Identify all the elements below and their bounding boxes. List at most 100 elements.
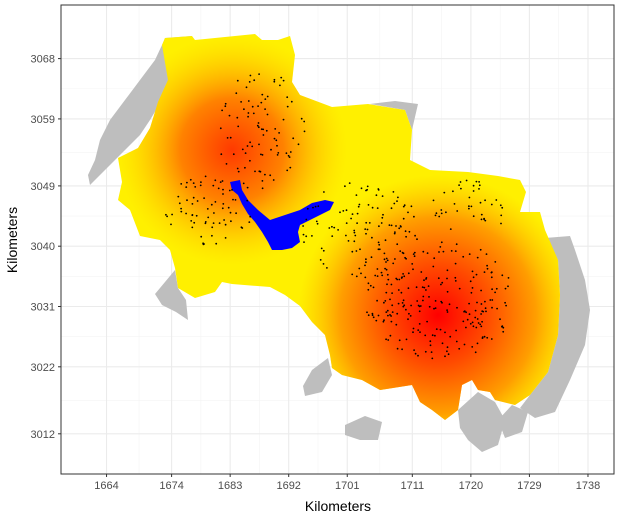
event-point: [494, 291, 496, 294]
event-point: [385, 261, 387, 263]
event-point: [440, 212, 443, 215]
event-point: [314, 205, 317, 208]
event-point: [442, 250, 445, 253]
event-point: [270, 148, 272, 151]
event-point: [494, 261, 497, 263]
event-point: [371, 314, 374, 317]
event-point: [433, 307, 435, 310]
event-point: [405, 235, 407, 238]
event-point: [391, 311, 394, 313]
event-point: [244, 152, 247, 155]
event-point: [402, 217, 405, 220]
event-point: [351, 273, 354, 276]
event-point: [413, 349, 415, 351]
event-point: [203, 197, 206, 200]
x-tick-label: 1683: [218, 480, 242, 492]
event-point: [471, 346, 474, 348]
event-point: [505, 304, 507, 307]
event-point: [479, 248, 482, 251]
event-point: [243, 108, 245, 111]
event-point: [264, 108, 266, 110]
event-point: [481, 336, 484, 339]
event-point: [286, 105, 289, 108]
event-point: [463, 343, 466, 346]
event-point: [282, 79, 285, 82]
event-point: [393, 202, 396, 205]
event-point: [235, 92, 238, 95]
event-point: [502, 326, 505, 329]
event-point: [285, 152, 288, 155]
event-point: [257, 122, 260, 124]
event-point: [446, 350, 448, 353]
event-point: [476, 318, 479, 320]
event-point: [190, 220, 193, 222]
event-point: [365, 258, 367, 261]
event-point: [252, 112, 255, 115]
event-point: [478, 181, 480, 183]
event-point: [385, 268, 388, 271]
event-point: [411, 263, 414, 265]
event-point: [437, 277, 440, 280]
event-point: [355, 275, 358, 278]
event-point: [459, 181, 462, 183]
event-point: [405, 338, 408, 341]
event-point: [479, 201, 482, 204]
event-point: [483, 335, 486, 338]
event-point: [302, 233, 305, 236]
event-point: [248, 81, 251, 83]
event-point: [470, 291, 473, 294]
event-point: [495, 287, 498, 290]
event-point: [403, 275, 406, 278]
event-point: [378, 225, 380, 228]
event-point: [423, 286, 426, 289]
outside-region-w: [155, 270, 188, 320]
event-point: [222, 193, 224, 195]
y-tick-label: 3059: [31, 114, 55, 126]
x-axis-title: Kilometers: [305, 498, 371, 514]
event-point: [476, 301, 478, 304]
event-point: [504, 287, 507, 290]
event-point: [277, 152, 280, 154]
event-point: [438, 215, 441, 218]
event-point: [490, 203, 493, 206]
event-point: [443, 191, 446, 194]
event-point: [224, 237, 227, 239]
event-point: [478, 188, 480, 190]
event-point: [372, 286, 375, 289]
event-point: [421, 286, 424, 288]
event-point: [484, 307, 487, 310]
event-point: [204, 222, 207, 225]
event-point: [426, 252, 429, 255]
event-point: [500, 222, 502, 225]
event-point: [367, 314, 370, 317]
event-point: [414, 234, 416, 237]
event-point: [246, 199, 249, 202]
event-point: [435, 212, 438, 215]
event-point: [481, 320, 483, 323]
event-point: [384, 239, 387, 242]
event-point: [177, 195, 180, 198]
event-point: [345, 209, 348, 212]
event-point: [241, 148, 244, 151]
event-point: [229, 211, 232, 214]
event-point: [501, 325, 504, 328]
event-point: [360, 187, 363, 190]
event-point: [302, 225, 304, 227]
event-point: [228, 189, 231, 192]
event-point: [468, 196, 471, 199]
event-point: [412, 268, 414, 271]
event-point: [416, 238, 418, 241]
event-point: [412, 327, 415, 330]
event-point: [191, 203, 194, 205]
panel-border: [60, 4, 615, 475]
event-point: [456, 306, 458, 309]
event-point: [468, 207, 470, 210]
event-point: [440, 283, 442, 286]
event-point: [381, 195, 384, 198]
event-point: [235, 212, 238, 215]
event-point: [204, 175, 207, 178]
event-point: [441, 281, 444, 284]
event-point: [410, 205, 413, 208]
event-point: [378, 243, 381, 246]
event-point: [374, 274, 377, 277]
